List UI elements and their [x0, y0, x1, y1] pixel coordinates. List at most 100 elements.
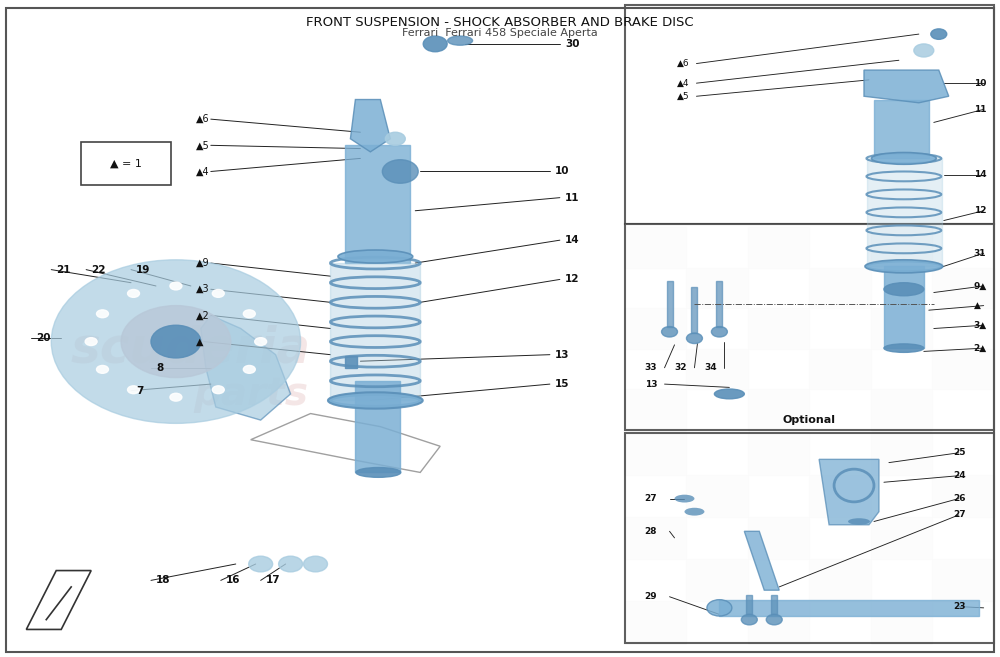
Bar	[686, 559, 748, 600]
Polygon shape	[201, 315, 291, 420]
Bar	[871, 227, 932, 267]
Ellipse shape	[848, 518, 870, 525]
Text: 7: 7	[136, 386, 143, 396]
Circle shape	[97, 310, 108, 318]
Text: ▲ = 1: ▲ = 1	[110, 158, 142, 168]
Circle shape	[128, 290, 140, 298]
Circle shape	[382, 160, 418, 183]
Polygon shape	[251, 413, 440, 472]
Text: ▲4: ▲4	[196, 166, 209, 177]
Text: ▲9: ▲9	[196, 258, 209, 268]
Text: ▲: ▲	[196, 336, 203, 347]
Text: ▲5: ▲5	[196, 141, 210, 150]
Text: 3▲: 3▲	[974, 321, 987, 330]
Ellipse shape	[448, 36, 473, 45]
Bar	[748, 308, 809, 349]
Bar	[667, 281, 673, 327]
Ellipse shape	[675, 495, 694, 503]
Bar	[748, 600, 809, 643]
Ellipse shape	[714, 389, 744, 399]
Circle shape	[766, 614, 782, 625]
Circle shape	[212, 290, 224, 298]
Bar	[625, 433, 686, 475]
Circle shape	[243, 310, 255, 318]
Circle shape	[686, 333, 702, 344]
Circle shape	[304, 556, 327, 572]
Text: 18: 18	[156, 576, 170, 585]
Text: 9▲: 9▲	[974, 281, 987, 290]
Circle shape	[51, 260, 301, 423]
Circle shape	[711, 327, 727, 337]
Bar	[686, 267, 748, 308]
Circle shape	[255, 338, 267, 346]
Bar	[355, 381, 400, 472]
Circle shape	[121, 306, 231, 378]
Circle shape	[385, 132, 405, 145]
Text: 31: 31	[974, 249, 986, 258]
Bar	[625, 390, 686, 430]
Bar	[625, 517, 686, 559]
Bar	[748, 517, 809, 559]
Text: ▲: ▲	[974, 301, 981, 310]
Bar	[625, 433, 994, 643]
Bar	[345, 356, 357, 368]
Text: ▲6: ▲6	[196, 114, 209, 124]
Bar	[625, 600, 686, 643]
Text: 11: 11	[974, 105, 986, 114]
Bar	[625, 308, 686, 349]
Bar	[871, 517, 932, 559]
Text: 14: 14	[974, 170, 986, 179]
Text: 12: 12	[974, 206, 986, 215]
Polygon shape	[350, 99, 390, 152]
Text: 30: 30	[565, 39, 579, 49]
Text: ▲5: ▲5	[677, 92, 689, 101]
Bar	[809, 267, 871, 308]
Text: 33: 33	[645, 363, 657, 373]
Bar	[625, 5, 994, 224]
Bar	[625, 227, 686, 267]
Ellipse shape	[338, 250, 413, 263]
Text: ▲3: ▲3	[196, 284, 209, 294]
Text: 23: 23	[954, 602, 966, 611]
Text: 12: 12	[565, 275, 579, 284]
Bar	[884, 266, 924, 348]
Text: 27: 27	[954, 510, 966, 520]
Text: 10: 10	[555, 166, 569, 177]
Bar	[809, 475, 871, 517]
Bar	[748, 433, 809, 475]
Text: 8: 8	[156, 363, 163, 373]
Bar	[691, 287, 697, 333]
Polygon shape	[864, 70, 949, 102]
Ellipse shape	[684, 508, 704, 516]
Text: ▲2: ▲2	[196, 310, 210, 321]
Circle shape	[243, 365, 255, 373]
Bar	[716, 281, 722, 327]
Bar	[874, 99, 929, 158]
Text: 22: 22	[91, 265, 106, 275]
Bar	[871, 600, 932, 643]
Bar	[809, 559, 871, 600]
Bar	[771, 595, 777, 614]
Bar	[871, 433, 932, 475]
Circle shape	[212, 386, 224, 394]
Bar	[932, 475, 994, 517]
Text: 16: 16	[226, 576, 240, 585]
Bar	[871, 308, 932, 349]
Text: 2▲: 2▲	[974, 344, 987, 353]
Text: 28: 28	[645, 527, 657, 536]
Text: 27: 27	[645, 494, 657, 503]
Ellipse shape	[356, 468, 401, 478]
Text: 21: 21	[56, 265, 71, 275]
Text: 29: 29	[645, 592, 657, 601]
Bar	[345, 145, 410, 263]
Text: 24: 24	[954, 471, 966, 480]
Bar	[719, 600, 979, 616]
Bar	[809, 349, 871, 390]
Bar	[746, 595, 752, 614]
Ellipse shape	[871, 152, 936, 164]
Text: Optional: Optional	[783, 415, 836, 425]
Bar	[748, 227, 809, 267]
Circle shape	[423, 36, 447, 52]
Bar	[686, 349, 748, 390]
Text: 25: 25	[954, 448, 966, 457]
